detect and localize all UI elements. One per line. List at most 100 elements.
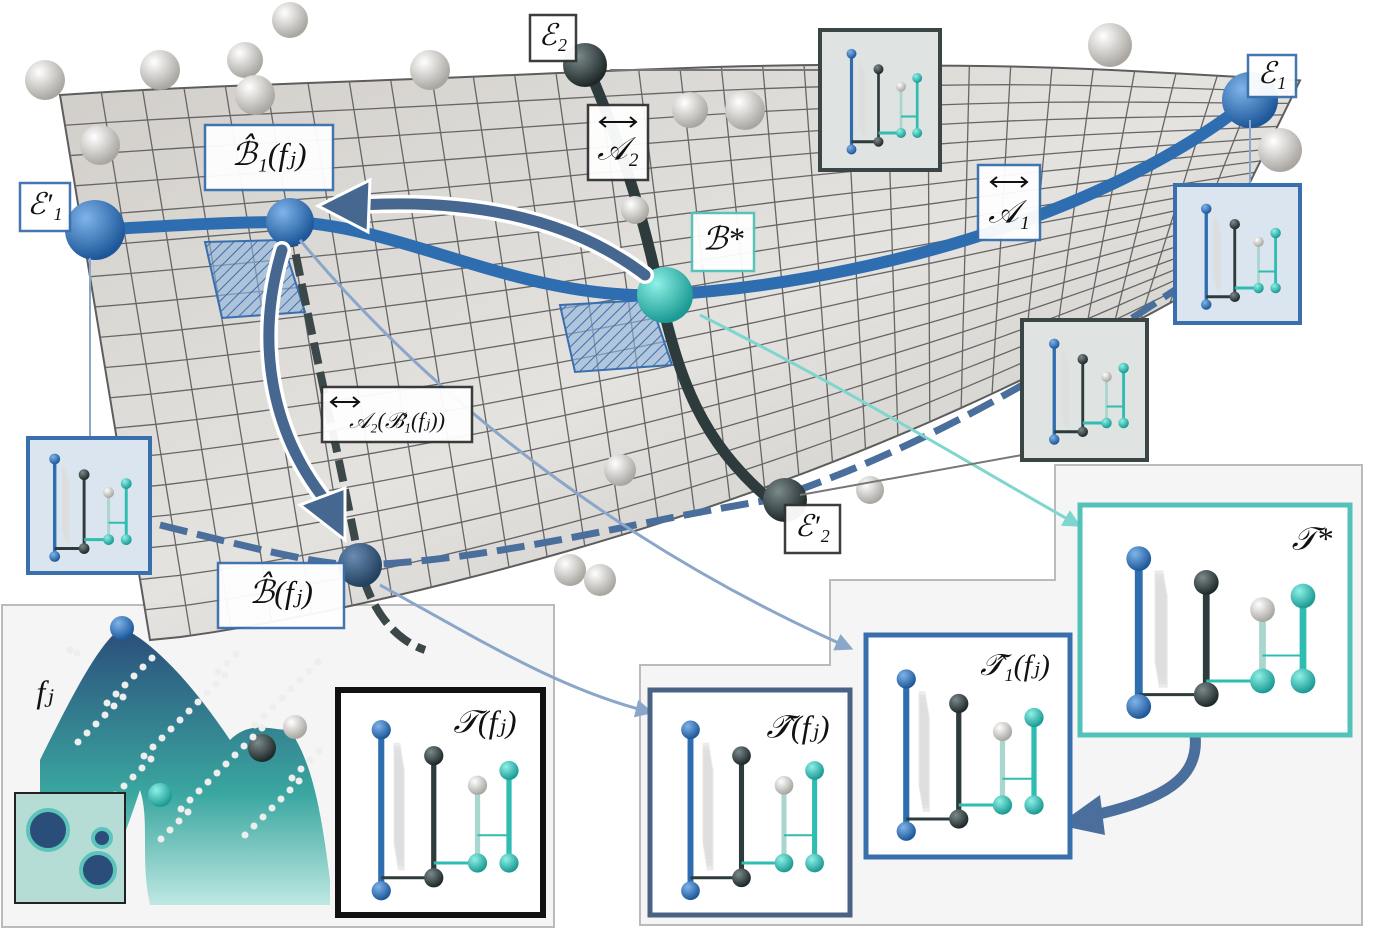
sample-point [241, 831, 249, 839]
domain-inset [14, 792, 126, 904]
persistence-stack [1158, 594, 1168, 688]
sample-point [185, 707, 193, 715]
sphere [49, 551, 61, 562]
sample-point [157, 835, 165, 843]
sample-point [112, 690, 120, 698]
sample-point [74, 738, 82, 746]
sample-point [221, 671, 229, 679]
sphere [1126, 694, 1152, 719]
label-box [783, 503, 842, 555]
sphere [604, 454, 636, 486]
tangent-cell [558, 298, 674, 374]
sample-point [166, 826, 174, 834]
sphere [1270, 282, 1281, 294]
sample-point [203, 689, 211, 697]
sphere [499, 853, 519, 873]
sample-point [258, 724, 266, 732]
domain-blob [79, 851, 117, 889]
sphere [1201, 299, 1212, 310]
sphere [410, 50, 450, 90]
label: 𝒯* [1292, 520, 1333, 556]
sample-point [73, 649, 81, 657]
sample-point [167, 725, 175, 733]
label-box [18, 181, 72, 233]
sphere [371, 720, 391, 740]
sample-point [149, 743, 157, 751]
tree-box [1020, 318, 1149, 462]
sample-point [250, 822, 258, 830]
tree-box [818, 28, 942, 172]
persistence-stack [65, 482, 70, 545]
sphere [235, 75, 275, 115]
persistence-stack [1217, 231, 1221, 293]
sample-point [177, 805, 185, 813]
sphere [805, 853, 824, 873]
sphere [1229, 218, 1240, 230]
label: ℰ′₂ [795, 510, 830, 543]
domain-blob [26, 808, 70, 852]
sample-point [140, 752, 148, 760]
sample-point [297, 765, 305, 773]
sample-point [287, 685, 295, 693]
sample-point [184, 808, 192, 816]
sample-point [222, 760, 230, 768]
label: 𝒜₂(ℬ̂₁(fⱼ)) [349, 408, 445, 433]
sphere [248, 734, 276, 762]
sphere [1253, 236, 1264, 248]
arrow [1089, 729, 1201, 821]
sphere [1193, 570, 1219, 595]
sample-point [147, 755, 155, 763]
sphere [896, 81, 906, 92]
persistence-stack [922, 715, 930, 812]
blue-geodesic [94, 95, 1254, 302]
mesh-line [104, 183, 1250, 369]
label-box [690, 211, 756, 273]
sample-point [259, 813, 267, 821]
sphere [110, 616, 134, 640]
sphere [1101, 417, 1112, 429]
arrow-head [296, 485, 347, 544]
overarrow [989, 176, 1029, 188]
mesh-line [109, 194, 1244, 399]
overarrow [329, 396, 361, 408]
sample-point [92, 720, 100, 728]
mesh-line [124, 229, 1227, 490]
label: 𝒯(fⱼ) [453, 703, 516, 739]
sample-point [119, 693, 127, 701]
sample-point [129, 773, 137, 781]
sphere [896, 669, 916, 689]
sample-point [176, 716, 184, 724]
sample-point [213, 769, 221, 777]
sphere [949, 693, 969, 714]
mesh-line [129, 240, 1222, 520]
label: 𝒯̂₁(fⱼ) [980, 649, 1050, 682]
label-box [216, 561, 346, 630]
sphere [992, 795, 1013, 815]
sphere [1250, 668, 1275, 694]
tree-box [26, 436, 152, 575]
sphere [78, 543, 90, 554]
sample-point [251, 721, 259, 729]
sphere [1193, 682, 1219, 707]
sphere [681, 720, 700, 740]
sphere [103, 534, 114, 545]
sphere [227, 42, 263, 78]
sample-point [212, 680, 220, 688]
persistence-stack [706, 768, 714, 871]
sphere [846, 48, 857, 59]
sphere [140, 50, 180, 90]
sphere [1229, 291, 1240, 303]
arrow-head [314, 177, 372, 235]
sphere [774, 775, 794, 795]
sphere [1250, 597, 1275, 622]
sample-point [286, 786, 294, 794]
sphere [805, 761, 824, 780]
sphere [1118, 417, 1129, 429]
sample-point [306, 756, 314, 764]
sample-point [158, 734, 166, 742]
sphere [1077, 353, 1088, 365]
sample-point [130, 672, 138, 680]
sample-point [268, 804, 276, 812]
sample-point [249, 733, 257, 741]
